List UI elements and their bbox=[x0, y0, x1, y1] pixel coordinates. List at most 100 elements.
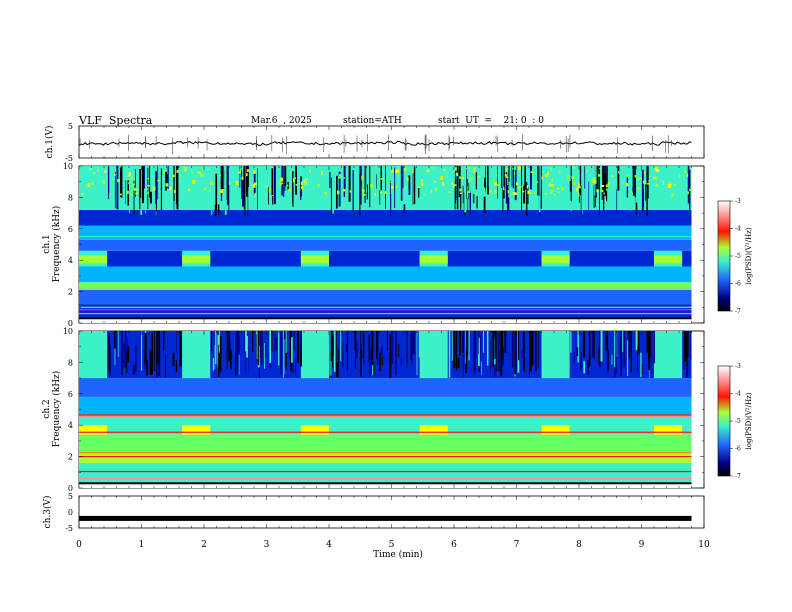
ch1-spectrogram-ylabel-line2: Frequency (kHz) bbox=[51, 206, 62, 283]
sferic-streak bbox=[507, 185, 509, 214]
sferic-streak bbox=[637, 345, 638, 372]
sferic-streak bbox=[235, 335, 237, 376]
speckle bbox=[469, 178, 472, 182]
sferic-streak bbox=[583, 166, 584, 189]
speckle bbox=[601, 185, 605, 188]
sferic-streak bbox=[475, 172, 477, 190]
sferic-streak bbox=[114, 331, 116, 350]
sferic-streak bbox=[611, 354, 613, 365]
x-tick-label: 5 bbox=[389, 540, 395, 550]
sferic-streak bbox=[487, 186, 489, 195]
speckle bbox=[290, 171, 292, 175]
speckle bbox=[495, 174, 498, 176]
noise-block-core bbox=[300, 255, 329, 264]
sferic-streak bbox=[408, 175, 411, 190]
sferic-streak bbox=[531, 331, 534, 366]
speckle bbox=[578, 185, 581, 189]
speckle bbox=[147, 177, 150, 180]
sferic-streak bbox=[227, 166, 229, 205]
sferic-streak bbox=[215, 173, 218, 210]
sferic-streak bbox=[484, 177, 486, 188]
speckle bbox=[603, 192, 605, 195]
speckle bbox=[452, 184, 455, 188]
speckle bbox=[514, 172, 516, 176]
speckle bbox=[386, 182, 389, 184]
sferic-streak bbox=[576, 347, 579, 356]
sferic-streak bbox=[573, 352, 575, 364]
sferic-streak bbox=[394, 167, 396, 209]
sferic-streak bbox=[465, 331, 466, 364]
speckle bbox=[678, 174, 681, 179]
speckle bbox=[505, 176, 509, 179]
speckle bbox=[653, 176, 657, 180]
sferic-streak bbox=[332, 193, 334, 214]
sferic-streak bbox=[242, 180, 244, 207]
sferic-streak bbox=[509, 181, 511, 199]
sferic-streak bbox=[627, 340, 629, 376]
sferic-streak bbox=[583, 361, 586, 374]
speckle bbox=[572, 166, 575, 169]
sferic-streak bbox=[522, 331, 525, 371]
sferic-streak bbox=[634, 166, 637, 198]
sferic-streak bbox=[587, 360, 589, 376]
sferic-streak bbox=[392, 331, 394, 364]
sferic-streak bbox=[529, 166, 530, 201]
noise-block bbox=[79, 331, 108, 379]
speckle bbox=[268, 188, 271, 193]
y-tick-label: -5 bbox=[65, 154, 73, 163]
sferic-streak bbox=[300, 343, 302, 367]
sferic-streak bbox=[126, 336, 128, 363]
sferic-streak bbox=[487, 166, 489, 195]
speckle bbox=[504, 174, 507, 177]
sferic-streak bbox=[144, 332, 147, 363]
sferic-streak bbox=[256, 334, 257, 361]
sferic-streak bbox=[246, 335, 248, 358]
sferic-streak bbox=[336, 362, 338, 378]
speckle bbox=[305, 177, 309, 181]
transmitter-line bbox=[79, 414, 692, 416]
speckle bbox=[324, 192, 327, 195]
sferic-streak bbox=[360, 331, 361, 354]
speckle bbox=[473, 170, 476, 174]
colorbar-tick-label: -6 bbox=[735, 446, 741, 453]
speckle bbox=[493, 179, 496, 181]
transmitter-line bbox=[79, 456, 692, 458]
speckle bbox=[336, 190, 340, 195]
speckle bbox=[112, 178, 115, 181]
speckle bbox=[542, 171, 544, 174]
speckle bbox=[102, 180, 106, 184]
speckle bbox=[128, 172, 131, 175]
speckle bbox=[459, 176, 461, 180]
sferic-streak bbox=[121, 331, 124, 376]
sferic-streak bbox=[527, 187, 529, 205]
station-label: station=ATH bbox=[343, 116, 402, 126]
speckle bbox=[431, 167, 434, 169]
x-tick-label: 9 bbox=[639, 540, 645, 550]
sferic-streak bbox=[273, 166, 276, 205]
sferic-streak bbox=[593, 331, 595, 359]
sferic-streak bbox=[523, 185, 526, 204]
sferic-streak bbox=[606, 166, 608, 189]
speckle bbox=[474, 192, 476, 195]
sferic-streak bbox=[247, 166, 249, 188]
speckle bbox=[128, 181, 130, 185]
sferic-streak bbox=[467, 186, 469, 198]
colorbar-tick-label: -7 bbox=[735, 308, 741, 315]
sferic-streak bbox=[637, 331, 640, 355]
speckle bbox=[485, 189, 487, 192]
spectrogram-band bbox=[79, 225, 692, 240]
spectrogram-band bbox=[79, 250, 692, 267]
sferic-streak bbox=[125, 180, 126, 204]
sferic-streak bbox=[465, 350, 468, 373]
speckle bbox=[193, 180, 195, 184]
speckle bbox=[611, 174, 614, 177]
sferic-streak bbox=[455, 331, 458, 371]
sferic-streak bbox=[598, 348, 600, 364]
sferic-streak bbox=[521, 349, 523, 359]
speckle bbox=[494, 189, 498, 194]
sferic-streak bbox=[509, 166, 510, 195]
sferic-streak bbox=[215, 331, 217, 365]
date-label: Mar.6 , 2025 bbox=[251, 116, 312, 126]
